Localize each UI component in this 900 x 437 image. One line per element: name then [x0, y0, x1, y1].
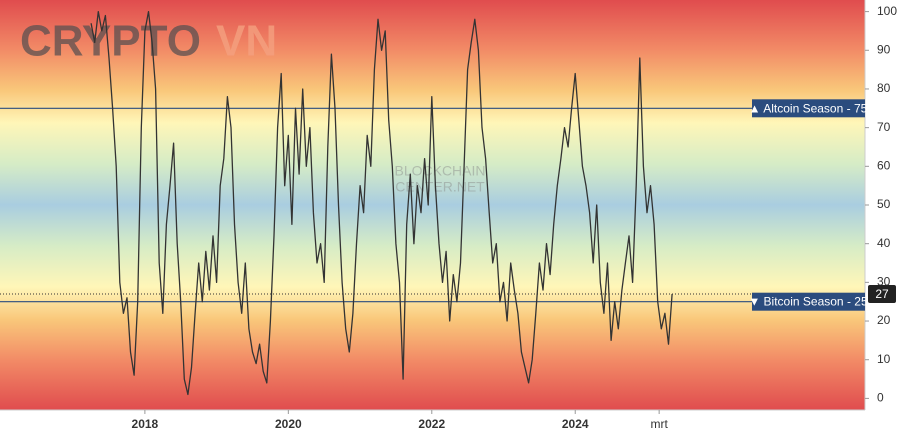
x-tick-label: mrt	[650, 417, 668, 431]
y-tick-label: 70	[877, 120, 891, 134]
y-tick-label: 80	[877, 81, 891, 95]
y-tick-label: 100	[877, 4, 897, 18]
x-tick-label: 2024	[562, 417, 589, 431]
level-label-text: ▲ Altcoin Season -	[749, 101, 851, 115]
level-label-value: 75	[854, 101, 868, 115]
y-tick-label: 40	[877, 236, 891, 250]
y-tick-label: 10	[877, 352, 891, 366]
last-value-label: 27	[875, 287, 889, 301]
watermark: BLOCKCHAIN	[394, 163, 485, 179]
x-tick-label: 2022	[418, 417, 445, 431]
level-label-value: 25	[854, 295, 868, 309]
level-label: ▲ Altcoin Season - 75	[749, 101, 868, 115]
y-tick-label: 50	[877, 197, 891, 211]
level-label: ▼ Bitcoin Season - 25	[748, 295, 868, 309]
plot-background	[0, 0, 865, 410]
watermark: CRYPTO	[20, 17, 201, 66]
level-label-text: ▼ Bitcoin Season -	[748, 295, 851, 309]
y-tick-label: 60	[877, 158, 891, 172]
y-tick-label: 90	[877, 42, 891, 56]
last-value-box	[868, 284, 896, 303]
watermark: VN	[216, 17, 277, 66]
y-tick-label: 20	[877, 313, 891, 327]
level-label-box	[752, 292, 865, 311]
x-tick-label: 2020	[275, 417, 302, 431]
level-label-box	[752, 99, 865, 118]
y-tick-label: 0	[877, 391, 884, 405]
x-tick-label: 2018	[132, 417, 159, 431]
series-line	[90, 10, 673, 396]
